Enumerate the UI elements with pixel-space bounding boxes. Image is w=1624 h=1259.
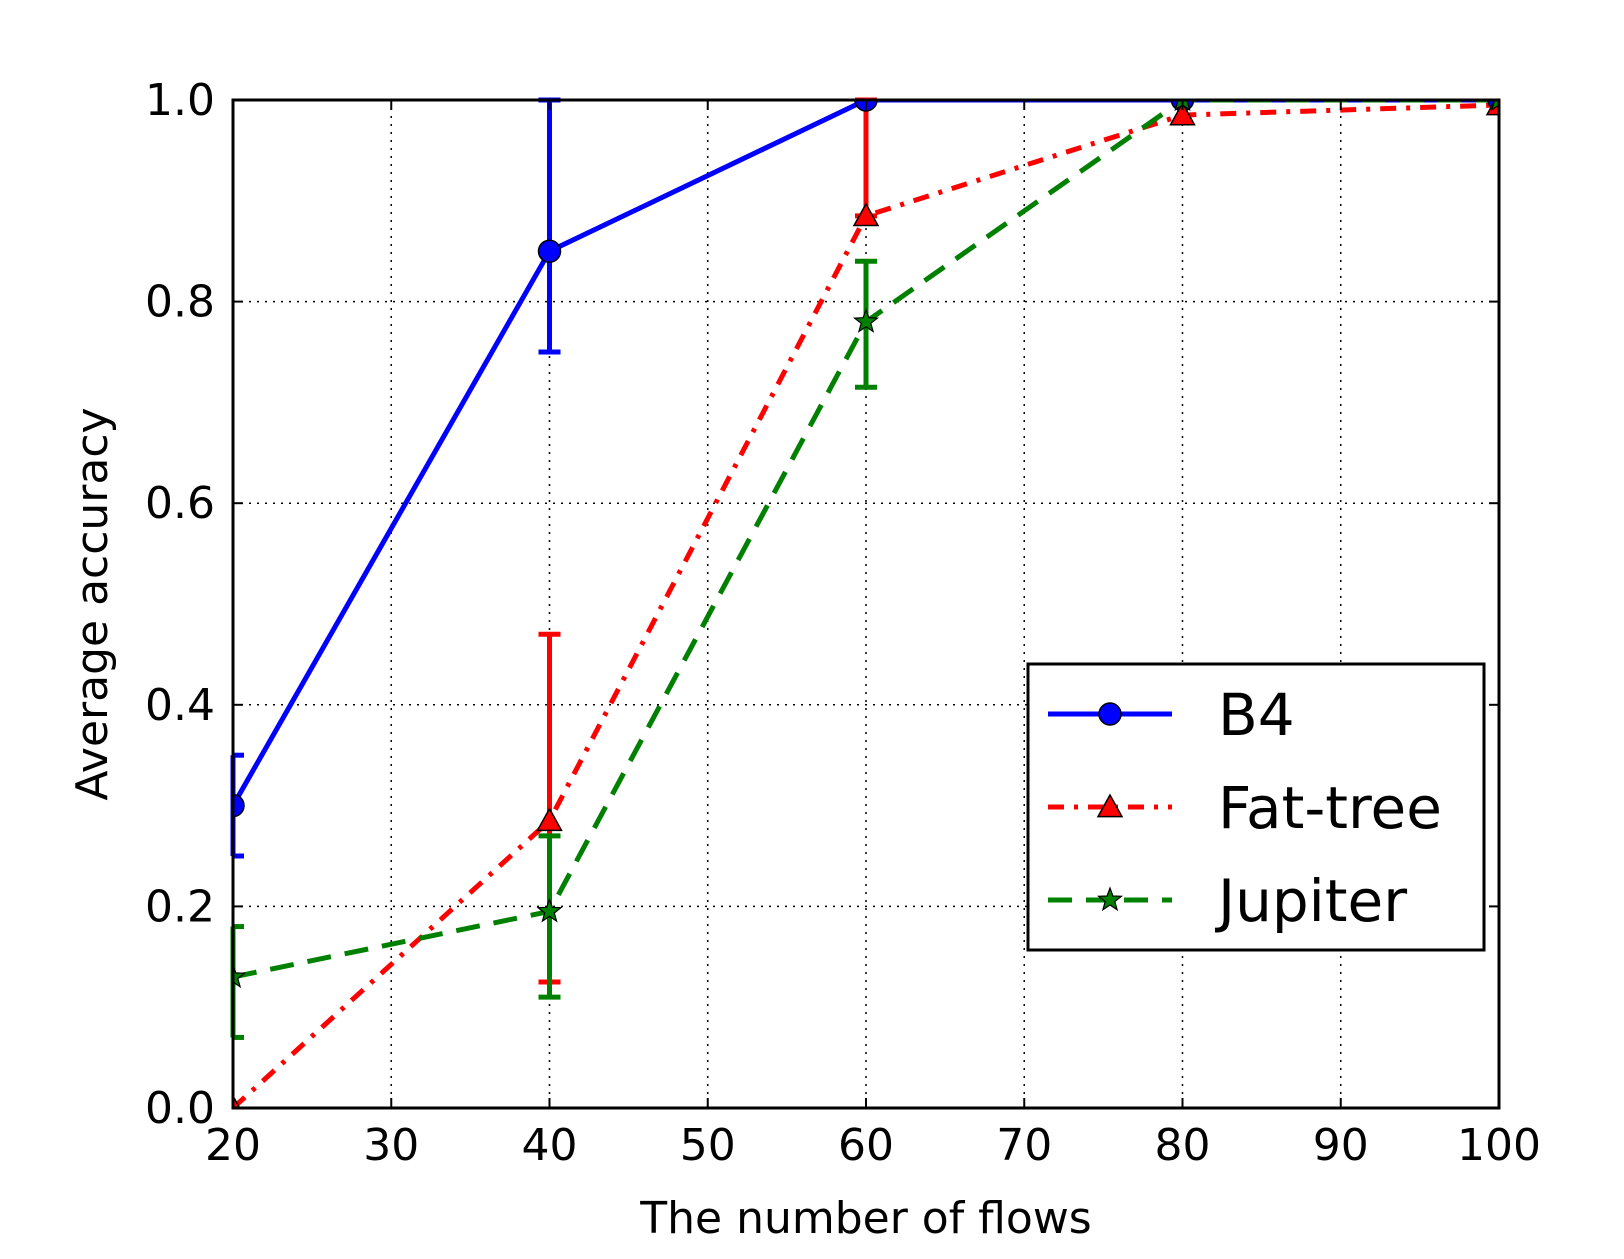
x-tick-label: 70 (996, 1120, 1052, 1171)
x-tick-label: 30 (363, 1120, 419, 1171)
x-tick-label: 50 (680, 1120, 736, 1171)
marker-layer (233, 100, 1499, 1108)
legend-marker-fat-tree (1096, 793, 1124, 818)
data-point-b4 (233, 793, 245, 818)
x-tick-label: 80 (1155, 1120, 1211, 1171)
legend-label-jupiter: Jupiter (1215, 867, 1407, 935)
legend-label-fat-tree: Fat-tree (1218, 774, 1442, 842)
data-point-jupiter (233, 963, 247, 989)
y-axis-label: Average accuracy (67, 407, 118, 800)
series-line-fat-tree (233, 102, 1499, 1108)
legend-marker-b4 (1098, 702, 1122, 726)
x-tick-label: 100 (1457, 1120, 1541, 1171)
grid (233, 100, 1499, 1108)
series-line-b4 (233, 100, 1499, 807)
data-point-jupiter (852, 308, 880, 333)
y-tick-label: 0.0 (145, 1083, 215, 1134)
data-point-jupiter (536, 897, 563, 923)
x-tick-label: 90 (1313, 1120, 1369, 1171)
ticks: 20 30 40 50 60 70 80 90 100 0.0 0.2 0.4 0.6 0.8 1.0 (145, 75, 1541, 1171)
y-tick-label: 0.6 (145, 478, 215, 529)
x-tick-label: 60 (838, 1120, 894, 1171)
x-axis-label: The number of flows (639, 1193, 1091, 1244)
data-point-fat-tree (536, 807, 563, 832)
legend-marker-jupiter (1096, 886, 1124, 912)
legend: B4 Fat-tree Jupiter (1026, 662, 1486, 952)
data-point-fat-tree (852, 202, 880, 227)
data-point-jupiter (1490, 100, 1499, 112)
y-tick-label: 0.2 (145, 881, 215, 932)
y-tick-label: 0.4 (145, 680, 215, 731)
x-tick-label: 20 (205, 1120, 261, 1171)
data-point-b4 (537, 239, 562, 263)
y-tick-label: 1.0 (145, 75, 215, 126)
legend-label-b4: B4 (1218, 681, 1295, 749)
errorbar-layer (230, 97, 877, 1040)
y-tick-label: 0.8 (145, 277, 215, 328)
x-tick-label: 40 (522, 1120, 578, 1171)
data-point-fat-tree (1169, 101, 1196, 126)
